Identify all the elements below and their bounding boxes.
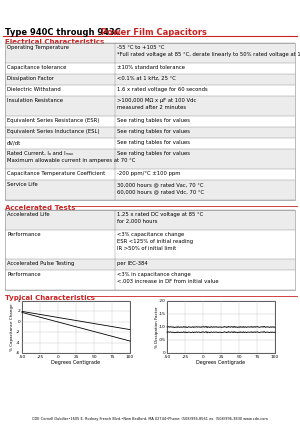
Text: for 2,000 hours: for 2,000 hours [117, 219, 158, 224]
Text: .15: .15 [158, 312, 166, 316]
Text: 25: 25 [218, 354, 224, 359]
Text: -200 ppm/°C ±100 ppm: -200 ppm/°C ±100 ppm [117, 171, 181, 176]
Text: 100: 100 [271, 354, 279, 359]
Text: -50: -50 [18, 354, 26, 359]
Text: 60,000 hours @ rated Vdc, 70 °C: 60,000 hours @ rated Vdc, 70 °C [117, 189, 204, 194]
Text: .20: .20 [159, 299, 166, 303]
Text: measured after 2 minutes: measured after 2 minutes [117, 105, 186, 110]
Text: See rating tables for values: See rating tables for values [117, 129, 190, 134]
Text: dV/dt: dV/dt [7, 140, 21, 145]
Text: -55 °C to +105 °C: -55 °C to +105 °C [117, 45, 164, 50]
Bar [5, 63, 295, 74]
Text: Dielectric Withstand: Dielectric Withstand [7, 87, 61, 92]
Text: 1.25 x rated DC voltage at 85 °C: 1.25 x rated DC voltage at 85 °C [117, 212, 203, 217]
Text: % Capacitance Change: % Capacitance Change [10, 303, 14, 351]
Text: Dissipation Factor: Dissipation Factor [7, 76, 54, 81]
Bar [5, 230, 295, 259]
Text: 2: 2 [18, 309, 20, 313]
Bar [5, 127, 295, 138]
Text: Performance: Performance [7, 272, 40, 277]
Text: Degrees Centigrade: Degrees Centigrade [196, 360, 246, 365]
Text: <3% in capacitance change: <3% in capacitance change [117, 272, 191, 277]
Text: Equivalent Series Resistance (ESR): Equivalent Series Resistance (ESR) [7, 118, 99, 123]
Text: *Full rated voltage at 85 °C, derate linearly to 50% rated voltage at 105 °C: *Full rated voltage at 85 °C, derate lin… [117, 52, 300, 57]
Text: Accelerated Life: Accelerated Life [7, 212, 50, 217]
Text: % Dissipation Factor: % Dissipation Factor [155, 306, 159, 348]
Text: Electrical Characteristics: Electrical Characteristics [5, 39, 104, 45]
Text: Capacitance tolerance: Capacitance tolerance [7, 65, 66, 70]
Bar [167, 301, 275, 353]
Text: 0: 0 [57, 354, 59, 359]
Text: 100: 100 [126, 354, 134, 359]
Text: 50: 50 [236, 354, 242, 359]
Text: Type 940C through 943C: Type 940C through 943C [5, 28, 121, 37]
Text: ESR <125% of initial reading: ESR <125% of initial reading [117, 239, 193, 244]
Bar [5, 169, 295, 180]
Text: 30,000 hours @ rated Vac, 70 °C: 30,000 hours @ rated Vac, 70 °C [117, 182, 203, 187]
Text: per IEC-384: per IEC-384 [117, 261, 148, 266]
Text: Typical Characteristics: Typical Characteristics [5, 295, 95, 301]
Text: 75: 75 [109, 354, 115, 359]
Bar [5, 259, 295, 270]
Text: 0: 0 [163, 351, 166, 355]
Bar [5, 138, 295, 149]
Text: Service Life: Service Life [7, 182, 38, 187]
Text: Capacitance Temperature Coefficient: Capacitance Temperature Coefficient [7, 171, 105, 176]
Text: CDE Cornell Dubilier•1605 E. Rodney French Blvd.•New Bedford, MA 02744•Phone: (5: CDE Cornell Dubilier•1605 E. Rodney Fren… [32, 417, 268, 421]
Text: 75: 75 [254, 354, 260, 359]
Text: 4: 4 [18, 299, 20, 303]
Text: 1.6 x rated voltage for 60 seconds: 1.6 x rated voltage for 60 seconds [117, 87, 208, 92]
Text: Insulation Resistance: Insulation Resistance [7, 98, 63, 103]
Text: Maximum allowable current in amperes at 70 °C: Maximum allowable current in amperes at … [7, 158, 135, 163]
Text: -25: -25 [36, 354, 43, 359]
Bar [5, 43, 295, 200]
Bar [5, 116, 295, 127]
Text: Accelerated Tests: Accelerated Tests [5, 205, 76, 211]
Text: 0: 0 [18, 320, 20, 324]
Text: Power Film Capacitors: Power Film Capacitors [98, 28, 207, 37]
Bar [5, 180, 295, 200]
Text: Performance: Performance [7, 232, 40, 237]
Text: .10: .10 [159, 325, 166, 329]
Text: Rated Current, Iₐ and Iₘₐₓ: Rated Current, Iₐ and Iₘₐₓ [7, 151, 73, 156]
Text: <.003 increase in DF from initial value: <.003 increase in DF from initial value [117, 279, 219, 284]
Text: -50: -50 [164, 354, 171, 359]
Bar [5, 43, 295, 63]
Bar [5, 96, 295, 116]
Text: ±10% standard tolerance: ±10% standard tolerance [117, 65, 185, 70]
Bar [5, 149, 295, 169]
Text: -4: -4 [16, 340, 20, 345]
Text: <0.1% at 1 kHz, 25 °C: <0.1% at 1 kHz, 25 °C [117, 76, 176, 81]
Bar [5, 85, 295, 96]
Bar [22, 301, 130, 353]
Text: See rating tables for values: See rating tables for values [117, 140, 190, 145]
Bar [5, 74, 295, 85]
Text: -6: -6 [16, 351, 20, 355]
Text: .05: .05 [158, 338, 166, 342]
Text: -25: -25 [182, 354, 189, 359]
Text: 25: 25 [73, 354, 79, 359]
Text: Operating Temperature: Operating Temperature [7, 45, 69, 50]
Bar [5, 270, 295, 290]
Text: >100,000 MΩ x µF at 100 Vdc: >100,000 MΩ x µF at 100 Vdc [117, 98, 196, 103]
Text: 50: 50 [91, 354, 97, 359]
Bar [5, 210, 295, 230]
Text: Accelerated Pulse Testing: Accelerated Pulse Testing [7, 261, 74, 266]
Text: Degrees Centigrade: Degrees Centigrade [51, 360, 100, 365]
Text: IR >50% of initial limit: IR >50% of initial limit [117, 246, 176, 251]
Text: -2: -2 [16, 330, 20, 334]
Text: See rating tables for values: See rating tables for values [117, 118, 190, 123]
Text: Equivalent Series Inductance (ESL): Equivalent Series Inductance (ESL) [7, 129, 100, 134]
Text: 0: 0 [202, 354, 204, 359]
Text: See rating tables for values: See rating tables for values [117, 151, 190, 156]
Text: <3% capacitance change: <3% capacitance change [117, 232, 184, 237]
Bar [5, 210, 295, 290]
